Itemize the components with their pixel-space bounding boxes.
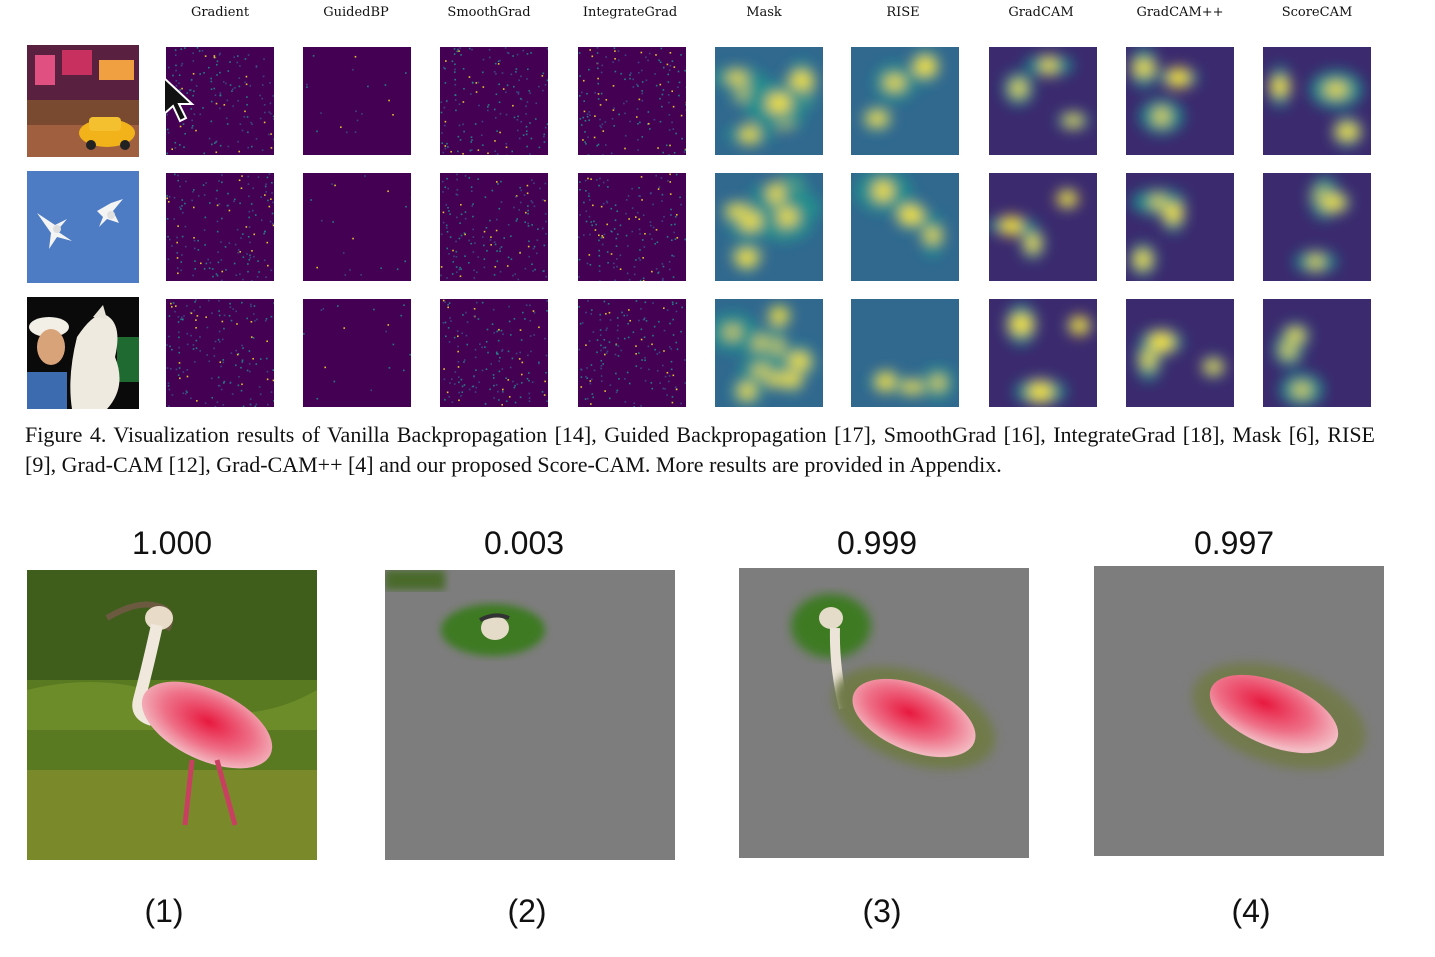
panel-label-3: (3) (862, 893, 902, 929)
saliency-map-smoothgrad-street-taxi (440, 47, 548, 155)
saliency-map-mask-street-taxi (715, 47, 823, 155)
saliency-grid (166, 47, 1371, 407)
panel-masked-body (1094, 566, 1384, 856)
saliency-map-rise-street-taxi (851, 47, 959, 155)
original-image-street-taxi (27, 45, 139, 157)
score-label-4: 0.997 (1193, 525, 1275, 561)
saliency-map-mask-woman-dog (715, 299, 823, 407)
panel-original-spoonbill (27, 570, 317, 860)
column-header-gradcampp: GradCAM++ (1136, 5, 1224, 20)
saliency-map-guidedbp-birds-sky (303, 173, 411, 281)
saliency-map-integrategrad-birds-sky (578, 173, 686, 281)
column-header-scorecam: ScoreCAM (1281, 5, 1353, 20)
saliency-map-gradcampp-street-taxi (1126, 47, 1234, 155)
original-image-birds-sky (27, 171, 139, 283)
panel-masked-head (385, 570, 675, 860)
saliency-map-guidedbp-woman-dog (303, 299, 411, 407)
saliency-map-smoothgrad-woman-dog (440, 299, 548, 407)
column-header-mask: Mask (746, 5, 782, 20)
panel-label-2: (2) (507, 893, 547, 929)
saliency-map-gradcampp-birds-sky (1126, 173, 1234, 281)
saliency-map-guidedbp-street-taxi (303, 47, 411, 155)
mouse-pointer-icon (163, 76, 195, 123)
saliency-map-scorecam-birds-sky (1263, 173, 1371, 281)
panel-masked-head-body (739, 568, 1029, 858)
column-header-guidedbp: GuidedBP (323, 5, 389, 20)
saliency-map-gradcam-birds-sky (989, 173, 1097, 281)
figure-caption: Figure 4. Visualization results of Vanil… (25, 422, 1375, 477)
saliency-map-scorecam-street-taxi (1263, 47, 1371, 155)
saliency-map-rise-birds-sky (851, 173, 959, 281)
saliency-map-integrategrad-woman-dog (578, 299, 686, 407)
saliency-map-gradcam-woman-dog (989, 299, 1097, 407)
saliency-map-gradient-birds-sky (166, 173, 274, 281)
saliency-map-gradcam-street-taxi (989, 47, 1097, 155)
panel-label-1: (1) (144, 893, 184, 929)
column-header-gradcam: GradCAM (1008, 5, 1074, 20)
saliency-map-integrategrad-street-taxi (578, 47, 686, 155)
original-image-woman-dog (27, 297, 139, 409)
column-header-rise: RISE (886, 5, 920, 20)
saliency-map-scorecam-woman-dog (1263, 299, 1371, 407)
score-label-3: 0.999 (836, 525, 918, 561)
panel-label-4: (4) (1231, 893, 1271, 929)
column-header-integrategrad: IntegrateGrad (582, 5, 678, 20)
column-header-gradient: Gradient (190, 5, 250, 20)
score-label-1: 1.000 (131, 525, 213, 561)
saliency-map-mask-birds-sky (715, 173, 823, 281)
saliency-map-gradient-woman-dog (166, 299, 274, 407)
saliency-map-smoothgrad-birds-sky (440, 173, 548, 281)
saliency-map-gradcampp-woman-dog (1126, 299, 1234, 407)
column-header-smoothgrad: SmoothGrad (447, 5, 531, 20)
score-label-2: 0.003 (483, 525, 565, 561)
saliency-map-rise-woman-dog (851, 299, 959, 407)
